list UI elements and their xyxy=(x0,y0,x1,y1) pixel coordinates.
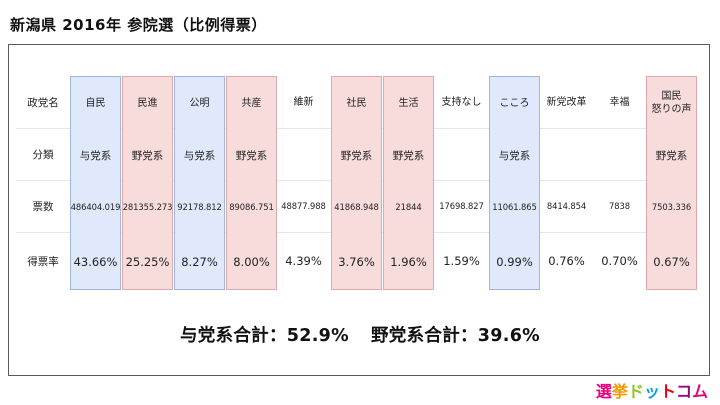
logo-char: 挙 xyxy=(611,382,628,401)
party-name: 幸福 xyxy=(609,96,630,108)
party-rate: 0.99% xyxy=(496,255,533,269)
party-name: 支持なし xyxy=(441,96,482,108)
site-logo: 選挙ドットコム選挙ドットコム xyxy=(596,378,708,402)
party-category: 野党系 xyxy=(340,149,373,162)
party-votes: 11061.865 xyxy=(492,202,537,212)
party-column: こころ与党系 11061.865 0.99% xyxy=(489,76,540,290)
party-rate: 1.96% xyxy=(390,255,427,269)
logo-char: ム xyxy=(691,382,708,401)
party-rate: 0.76% xyxy=(548,254,585,268)
party-category: 野党系 xyxy=(131,149,164,162)
party-column: 共産野党系 89086.751 8.00% xyxy=(226,76,277,290)
logo-char: ッ xyxy=(643,382,660,401)
logo-char: ト xyxy=(659,382,676,401)
party-rate: 0.70% xyxy=(601,254,638,268)
party-name: 民進 xyxy=(137,97,158,109)
row-label-category: 分類 xyxy=(32,148,54,161)
party-votes: 8414.854 xyxy=(546,201,587,211)
party-name: 公明 xyxy=(189,97,210,109)
row-label-votes: 票数 xyxy=(32,200,54,213)
party-votes: 41868.948 xyxy=(334,202,379,212)
page-title: 新潟県 2016年 参院選（比例得票） xyxy=(10,16,267,34)
ruling-total: 与党系合計：52.9% xyxy=(179,326,349,346)
party-rate: 43.66% xyxy=(73,255,118,269)
party-votes: 7838 xyxy=(609,201,630,211)
logo-char: コ xyxy=(675,382,692,401)
opposition-total: 野党系合計：39.6% xyxy=(371,326,541,346)
party-rate: 8.00% xyxy=(233,255,270,269)
party-category: 与党系 xyxy=(79,149,112,162)
party-category: 野党系 xyxy=(655,149,688,162)
party-category: 野党系 xyxy=(235,149,268,162)
party-column: 国民 怒りの声野党系 7503.336 0.67% xyxy=(646,76,697,290)
content-frame xyxy=(8,44,710,376)
party-name: 維新 xyxy=(293,96,314,108)
party-votes: 92178.812 xyxy=(177,202,222,212)
row-label-rate: 得票率 xyxy=(27,255,59,268)
row-label-party: 政党名 xyxy=(27,96,59,109)
party-votes: 48877.988 xyxy=(281,201,326,211)
party-name: こころ xyxy=(499,97,530,109)
party-name: 自民 xyxy=(85,97,106,109)
party-name: 新党改革 xyxy=(546,96,587,108)
summary-line: 与党系合計：52.9% 野党系合計：39.6% xyxy=(0,322,720,347)
party-votes: 486404.019 xyxy=(70,202,121,212)
party-rate: 0.67% xyxy=(653,255,690,269)
party-category xyxy=(594,128,645,180)
party-votes: 281355.273 xyxy=(122,202,173,212)
party-rate: 3.76% xyxy=(338,255,375,269)
party-category xyxy=(541,128,592,180)
party-rate: 8.27% xyxy=(181,255,218,269)
party-column: 社民野党系 41868.948 3.76% xyxy=(331,76,382,290)
party-votes: 7503.336 xyxy=(651,202,692,212)
party-category: 与党系 xyxy=(183,149,216,162)
party-category xyxy=(436,128,487,180)
party-column: 公明与党系 92178.812 8.27% xyxy=(174,76,225,290)
party-votes: 21844 xyxy=(395,202,422,212)
logo-char: ド xyxy=(627,382,644,401)
party-category: 野党系 xyxy=(392,149,425,162)
party-column: 新党改革 8414.854 0.76% xyxy=(541,76,592,290)
party-column: 民進野党系 281355.273 25.25% xyxy=(122,76,173,290)
party-rate: 25.25% xyxy=(125,255,170,269)
party-name: 共産 xyxy=(241,97,262,109)
party-column: 自民与党系 486404.019 43.66% xyxy=(70,76,121,290)
party-votes: 17698.827 xyxy=(439,201,484,211)
party-rate: 4.39% xyxy=(285,254,322,268)
party-name: 生活 xyxy=(398,97,419,109)
party-category xyxy=(278,128,329,180)
party-rate: 1.59% xyxy=(443,254,480,268)
party-name: 国民 怒りの声 xyxy=(651,91,692,115)
party-category: 与党系 xyxy=(498,149,531,162)
party-column: 幸福 7838 0.70% xyxy=(594,76,645,290)
party-name: 社民 xyxy=(346,97,367,109)
party-column: 維新 48877.988 4.39% xyxy=(278,76,329,290)
party-column: 支持なし 17698.827 1.59% xyxy=(436,76,487,290)
party-column: 生活野党系 21844 1.96% xyxy=(383,76,434,290)
logo-char: 選 xyxy=(595,382,612,401)
vote-table: 政党名 分類 票数 得票率 自民与党系 486404.019 43.66% 民進野党系… xyxy=(16,76,697,290)
party-votes: 89086.751 xyxy=(229,202,274,212)
